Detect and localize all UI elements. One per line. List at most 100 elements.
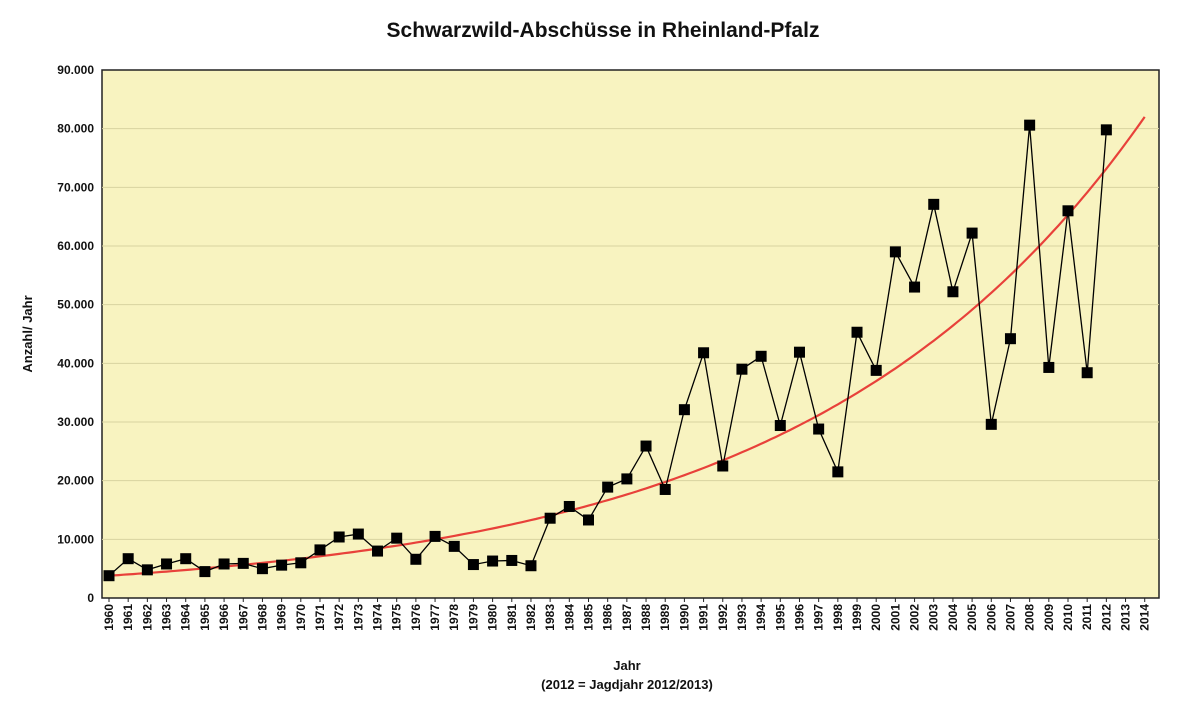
- x-tick-label: 1994: [754, 604, 768, 631]
- y-axis-label: Anzahl/ Jahr: [20, 295, 35, 372]
- x-tick-label: 1965: [198, 604, 212, 631]
- x-tick-label: 2000: [869, 604, 883, 631]
- data-point: [1004, 333, 1016, 345]
- y-tick-label: 90.000: [57, 63, 94, 77]
- data-point: [1100, 124, 1112, 136]
- x-tick-label: 2002: [908, 604, 922, 631]
- data-point: [391, 532, 403, 544]
- data-point: [640, 440, 652, 452]
- x-tick-label: 1995: [773, 604, 787, 631]
- x-tick-label: 1980: [486, 604, 500, 631]
- data-point: [621, 473, 633, 485]
- data-point: [352, 528, 364, 540]
- x-tick-label: 1991: [697, 604, 711, 631]
- data-point: [295, 557, 307, 569]
- x-tick-label: 2005: [965, 604, 979, 631]
- x-tick-label: 1993: [735, 604, 749, 631]
- x-tick-label: 1999: [850, 604, 864, 631]
- x-tick-label: 1976: [409, 604, 423, 631]
- data-point: [947, 286, 959, 298]
- data-point: [525, 560, 537, 572]
- data-point: [832, 466, 844, 478]
- data-point: [736, 363, 748, 375]
- y-tick-label: 80.000: [57, 122, 94, 136]
- x-tick-label: 1968: [255, 604, 269, 631]
- x-tick-label: 1975: [390, 604, 404, 631]
- data-point: [813, 423, 825, 435]
- x-tick-label: 1974: [371, 604, 385, 631]
- x-axis-label: Jahr: [613, 658, 640, 673]
- data-point: [563, 500, 575, 512]
- data-point: [161, 558, 173, 570]
- x-tick-label: 1961: [121, 604, 135, 631]
- data-point: [429, 530, 441, 542]
- x-tick-label: 2001: [888, 604, 902, 631]
- data-point: [966, 227, 978, 239]
- x-tick-label: 2012: [1099, 604, 1113, 631]
- data-point: [717, 460, 729, 472]
- data-point: [410, 553, 422, 565]
- data-point: [889, 246, 901, 258]
- gridlines: [102, 128, 1159, 540]
- data-point: [755, 350, 767, 362]
- x-tick-label: 1962: [140, 604, 154, 631]
- data-point: [985, 418, 997, 430]
- data-point: [487, 555, 499, 567]
- data-point: [122, 553, 134, 565]
- data-point: [928, 198, 940, 210]
- x-tick-label: 1964: [179, 604, 193, 631]
- data-point: [659, 483, 671, 495]
- data-point: [467, 559, 479, 571]
- plot-area: [101, 69, 1160, 599]
- y-axis: 0 10.000 20.000 30.000 40.000 50.000 60.000 70.…: [57, 63, 94, 605]
- x-tick-label: 1989: [658, 604, 672, 631]
- x-tick-label: 2011: [1080, 604, 1094, 630]
- x-tick-label: 1983: [543, 604, 557, 631]
- x-tick-label: 2006: [984, 604, 998, 631]
- data-point: [698, 347, 710, 359]
- data-point: [141, 564, 153, 576]
- data-point: [237, 557, 249, 569]
- x-tick-label: 1969: [275, 604, 289, 631]
- data-point: [851, 326, 863, 338]
- data-point: [199, 566, 211, 578]
- y-tick-label: 40.000: [57, 356, 94, 370]
- x-tick-label: 1973: [351, 604, 365, 631]
- x-tick-label: 1972: [332, 604, 346, 631]
- x-tick-label: 2008: [1023, 604, 1037, 631]
- data-point: [1043, 361, 1055, 373]
- chart-title: Schwarzwild-Abschüsse in Rheinland-Pfalz: [387, 19, 820, 42]
- data-point: [909, 281, 921, 293]
- data-point: [774, 420, 786, 432]
- x-tick-label: 2003: [927, 604, 941, 631]
- x-tick-label: 1986: [601, 604, 615, 631]
- x-tick-label: 2014: [1138, 604, 1152, 631]
- data-point: [333, 531, 345, 543]
- data-point: [180, 553, 192, 565]
- x-tick-label: 1988: [639, 604, 653, 631]
- y-tick-label: 60.000: [57, 239, 94, 253]
- x-tick-label: 1987: [620, 604, 634, 631]
- data-point: [870, 364, 882, 376]
- x-tick-label: 1984: [562, 604, 576, 631]
- x-tick-label: 1985: [582, 604, 596, 631]
- data-point: [218, 558, 230, 570]
- data-point: [314, 544, 326, 556]
- x-tick-label: 2004: [946, 604, 960, 631]
- data-point: [1024, 119, 1036, 131]
- x-tick-label: 1970: [294, 604, 308, 631]
- data-point: [506, 554, 518, 566]
- x-tick-label: 2013: [1119, 604, 1133, 631]
- data-point: [103, 570, 115, 582]
- x-tick-label: 1996: [792, 604, 806, 631]
- x-tick-label: 1981: [505, 604, 519, 631]
- x-tick-label: 1977: [428, 604, 442, 631]
- x-tick-label: 2007: [1003, 604, 1017, 631]
- x-tick-label: 1979: [466, 604, 480, 631]
- data-point: [793, 346, 805, 358]
- y-tick-label: 10.000: [57, 532, 94, 546]
- x-tick-label: 1963: [160, 604, 174, 631]
- data-points: [103, 119, 1112, 582]
- x-axis-note: (2012 = Jagdjahr 2012/2013): [541, 677, 713, 692]
